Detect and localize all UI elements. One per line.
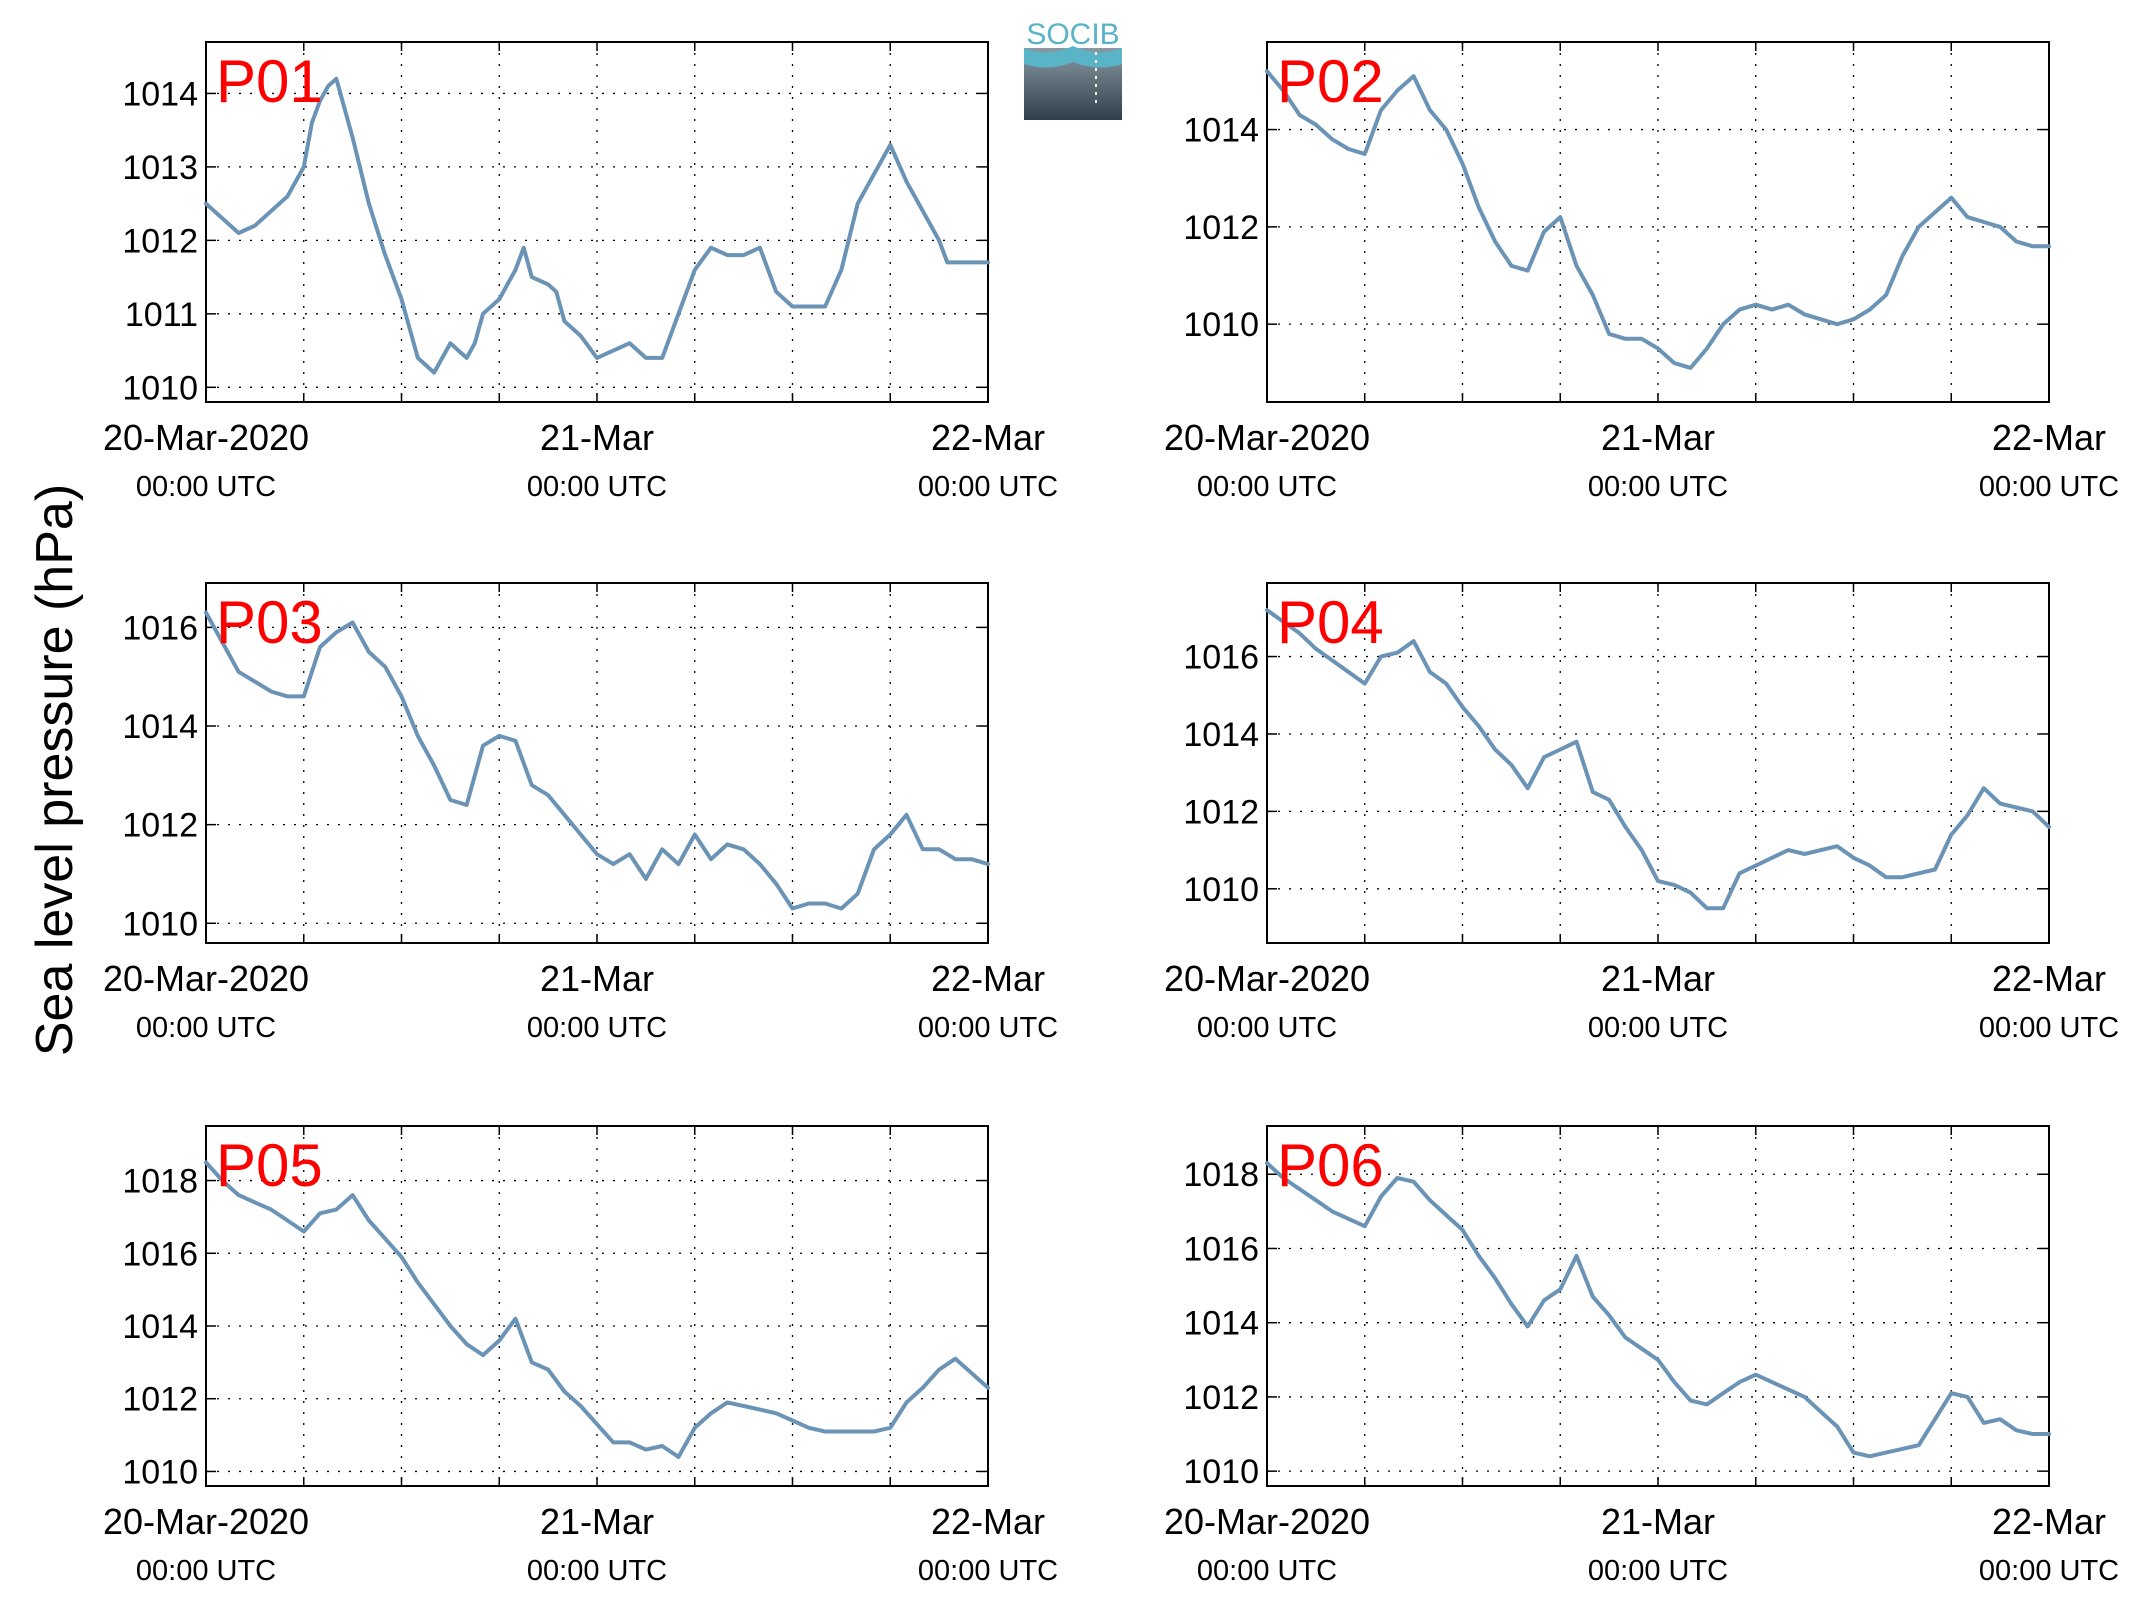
- x-tick-sublabel: 00:00 UTC: [1979, 471, 2119, 503]
- x-tick-sublabel: 00:00 UTC: [527, 1012, 667, 1044]
- y-tick-label: 1014: [122, 708, 198, 746]
- y-tick-label: 1016: [122, 609, 198, 647]
- y-tick-label: 1018: [122, 1163, 198, 1201]
- x-tick-label: 21-Mar: [540, 958, 654, 999]
- x-tick-sublabel: 00:00 UTC: [1588, 471, 1728, 503]
- y-tick-label: 1016: [1183, 639, 1259, 677]
- y-axis-label: Sea level pressure (hPa): [26, 484, 84, 1056]
- x-tick-sublabel: 00:00 UTC: [1197, 471, 1337, 503]
- y-tick-label: 1016: [1183, 1230, 1259, 1268]
- x-tick-label: 22-Mar: [1992, 417, 2106, 458]
- x-tick-label: 22-Mar: [1992, 958, 2106, 999]
- y-tick-label: 1012: [122, 807, 198, 845]
- x-tick-label: 20-Mar-2020: [103, 958, 309, 999]
- x-tick-sublabel: 00:00 UTC: [1588, 1012, 1728, 1044]
- x-tick-label: 20-Mar-2020: [103, 1501, 309, 1542]
- x-tick-sublabel: 00:00 UTC: [527, 471, 667, 503]
- y-tick-label: 1014: [1183, 1305, 1259, 1343]
- x-tick-sublabel: 00:00 UTC: [136, 471, 276, 503]
- panel-label: P04: [1277, 589, 1384, 656]
- y-tick-label: 1010: [1183, 871, 1259, 909]
- y-tick-label: 1010: [122, 905, 198, 943]
- x-tick-label: 20-Mar-2020: [1164, 417, 1370, 458]
- x-tick-sublabel: 00:00 UTC: [136, 1555, 276, 1587]
- series-line-p04: [1265, 608, 2051, 911]
- y-tick-label: 1012: [1183, 1379, 1259, 1417]
- y-tick-label: 1012: [1183, 793, 1259, 831]
- y-tick-label: 1012: [122, 222, 198, 260]
- y-tick-label: 1010: [122, 369, 198, 407]
- x-tick-label: 21-Mar: [1601, 958, 1715, 999]
- x-tick-label: 22-Mar: [931, 417, 1045, 458]
- x-tick-sublabel: 00:00 UTC: [1979, 1555, 2119, 1587]
- series-line-p02: [1265, 69, 2051, 370]
- x-tick-label: 22-Mar: [931, 958, 1045, 999]
- x-tick-label: 20-Mar-2020: [103, 417, 309, 458]
- panel-label: P01: [216, 48, 323, 115]
- panel-label: P05: [216, 1132, 323, 1199]
- x-tick-label: 20-Mar-2020: [1164, 958, 1370, 999]
- x-tick-sublabel: 00:00 UTC: [1979, 1012, 2119, 1044]
- x-tick-label: 20-Mar-2020: [1164, 1501, 1370, 1542]
- x-tick-sublabel: 00:00 UTC: [918, 1555, 1058, 1587]
- y-tick-label: 1011: [125, 296, 198, 334]
- series-line-p01: [204, 76, 990, 375]
- y-tick-label: 1018: [1183, 1156, 1259, 1194]
- x-tick-sublabel: 00:00 UTC: [1197, 1555, 1337, 1587]
- y-tick-label: 1010: [122, 1453, 198, 1491]
- chart-panel-p06: 1010 1012 1014 1016 1018 20-Mar-2020 00:00 UTC…: [1164, 1125, 2119, 1587]
- x-tick-label: 21-Mar: [540, 417, 654, 458]
- y-tick-label: 1014: [122, 75, 198, 113]
- chart-panel-p01: 1010 1011 1012 1013 1014 20-Mar-2020 00:00 UTC…: [103, 41, 1058, 503]
- x-tick-label: 21-Mar: [540, 1501, 654, 1542]
- y-tick-label: 1013: [122, 149, 198, 187]
- y-tick-label: 1012: [1183, 209, 1259, 247]
- y-tick-label: 1010: [1183, 306, 1259, 344]
- x-tick-label: 21-Mar: [1601, 1501, 1715, 1542]
- x-tick-label: 22-Mar: [1992, 1501, 2106, 1542]
- series-line-p03: [204, 610, 990, 911]
- y-tick-label: 1014: [1183, 112, 1259, 150]
- x-tick-label: 22-Mar: [931, 1501, 1045, 1542]
- y-tick-label: 1014: [122, 1308, 198, 1346]
- x-tick-sublabel: 00:00 UTC: [136, 1012, 276, 1044]
- logo-text: SOCIB: [1026, 18, 1119, 51]
- panel-label: P02: [1277, 48, 1384, 115]
- y-tick-label: 1014: [1183, 716, 1259, 754]
- panel-label: P03: [216, 589, 323, 656]
- x-tick-sublabel: 00:00 UTC: [527, 1555, 667, 1587]
- y-tick-label: 1010: [1183, 1453, 1259, 1491]
- x-tick-sublabel: 00:00 UTC: [918, 1012, 1058, 1044]
- y-tick-label: 1012: [122, 1381, 198, 1419]
- y-tick-label: 1016: [122, 1235, 198, 1273]
- chart-panel-p04: 1010 1012 1014 1016 20-Mar-2020 00:00 UTC 21-M…: [1164, 582, 2119, 1044]
- panel-label: P06: [1277, 1132, 1384, 1199]
- chart-panel-p03: 1010 1012 1014 1016 20-Mar-2020 00:00 UTC 21-M…: [103, 582, 1058, 1044]
- series-line-p06: [1265, 1161, 2051, 1459]
- x-tick-sublabel: 00:00 UTC: [918, 471, 1058, 503]
- x-tick-sublabel: 00:00 UTC: [1197, 1012, 1337, 1044]
- x-tick-sublabel: 00:00 UTC: [1588, 1555, 1728, 1587]
- socib-logo: SOCIB: [1024, 18, 1122, 120]
- series-line-p05: [204, 1160, 990, 1459]
- x-tick-label: 21-Mar: [1601, 417, 1715, 458]
- chart-panel-p05: 1010 1012 1014 1016 1018 20-Mar-2020 00:00 UTC…: [103, 1125, 1058, 1587]
- chart-panel-p02: 1010 1012 1014 20-Mar-2020 00:00 UTC 21-Mar 00…: [1164, 41, 2119, 503]
